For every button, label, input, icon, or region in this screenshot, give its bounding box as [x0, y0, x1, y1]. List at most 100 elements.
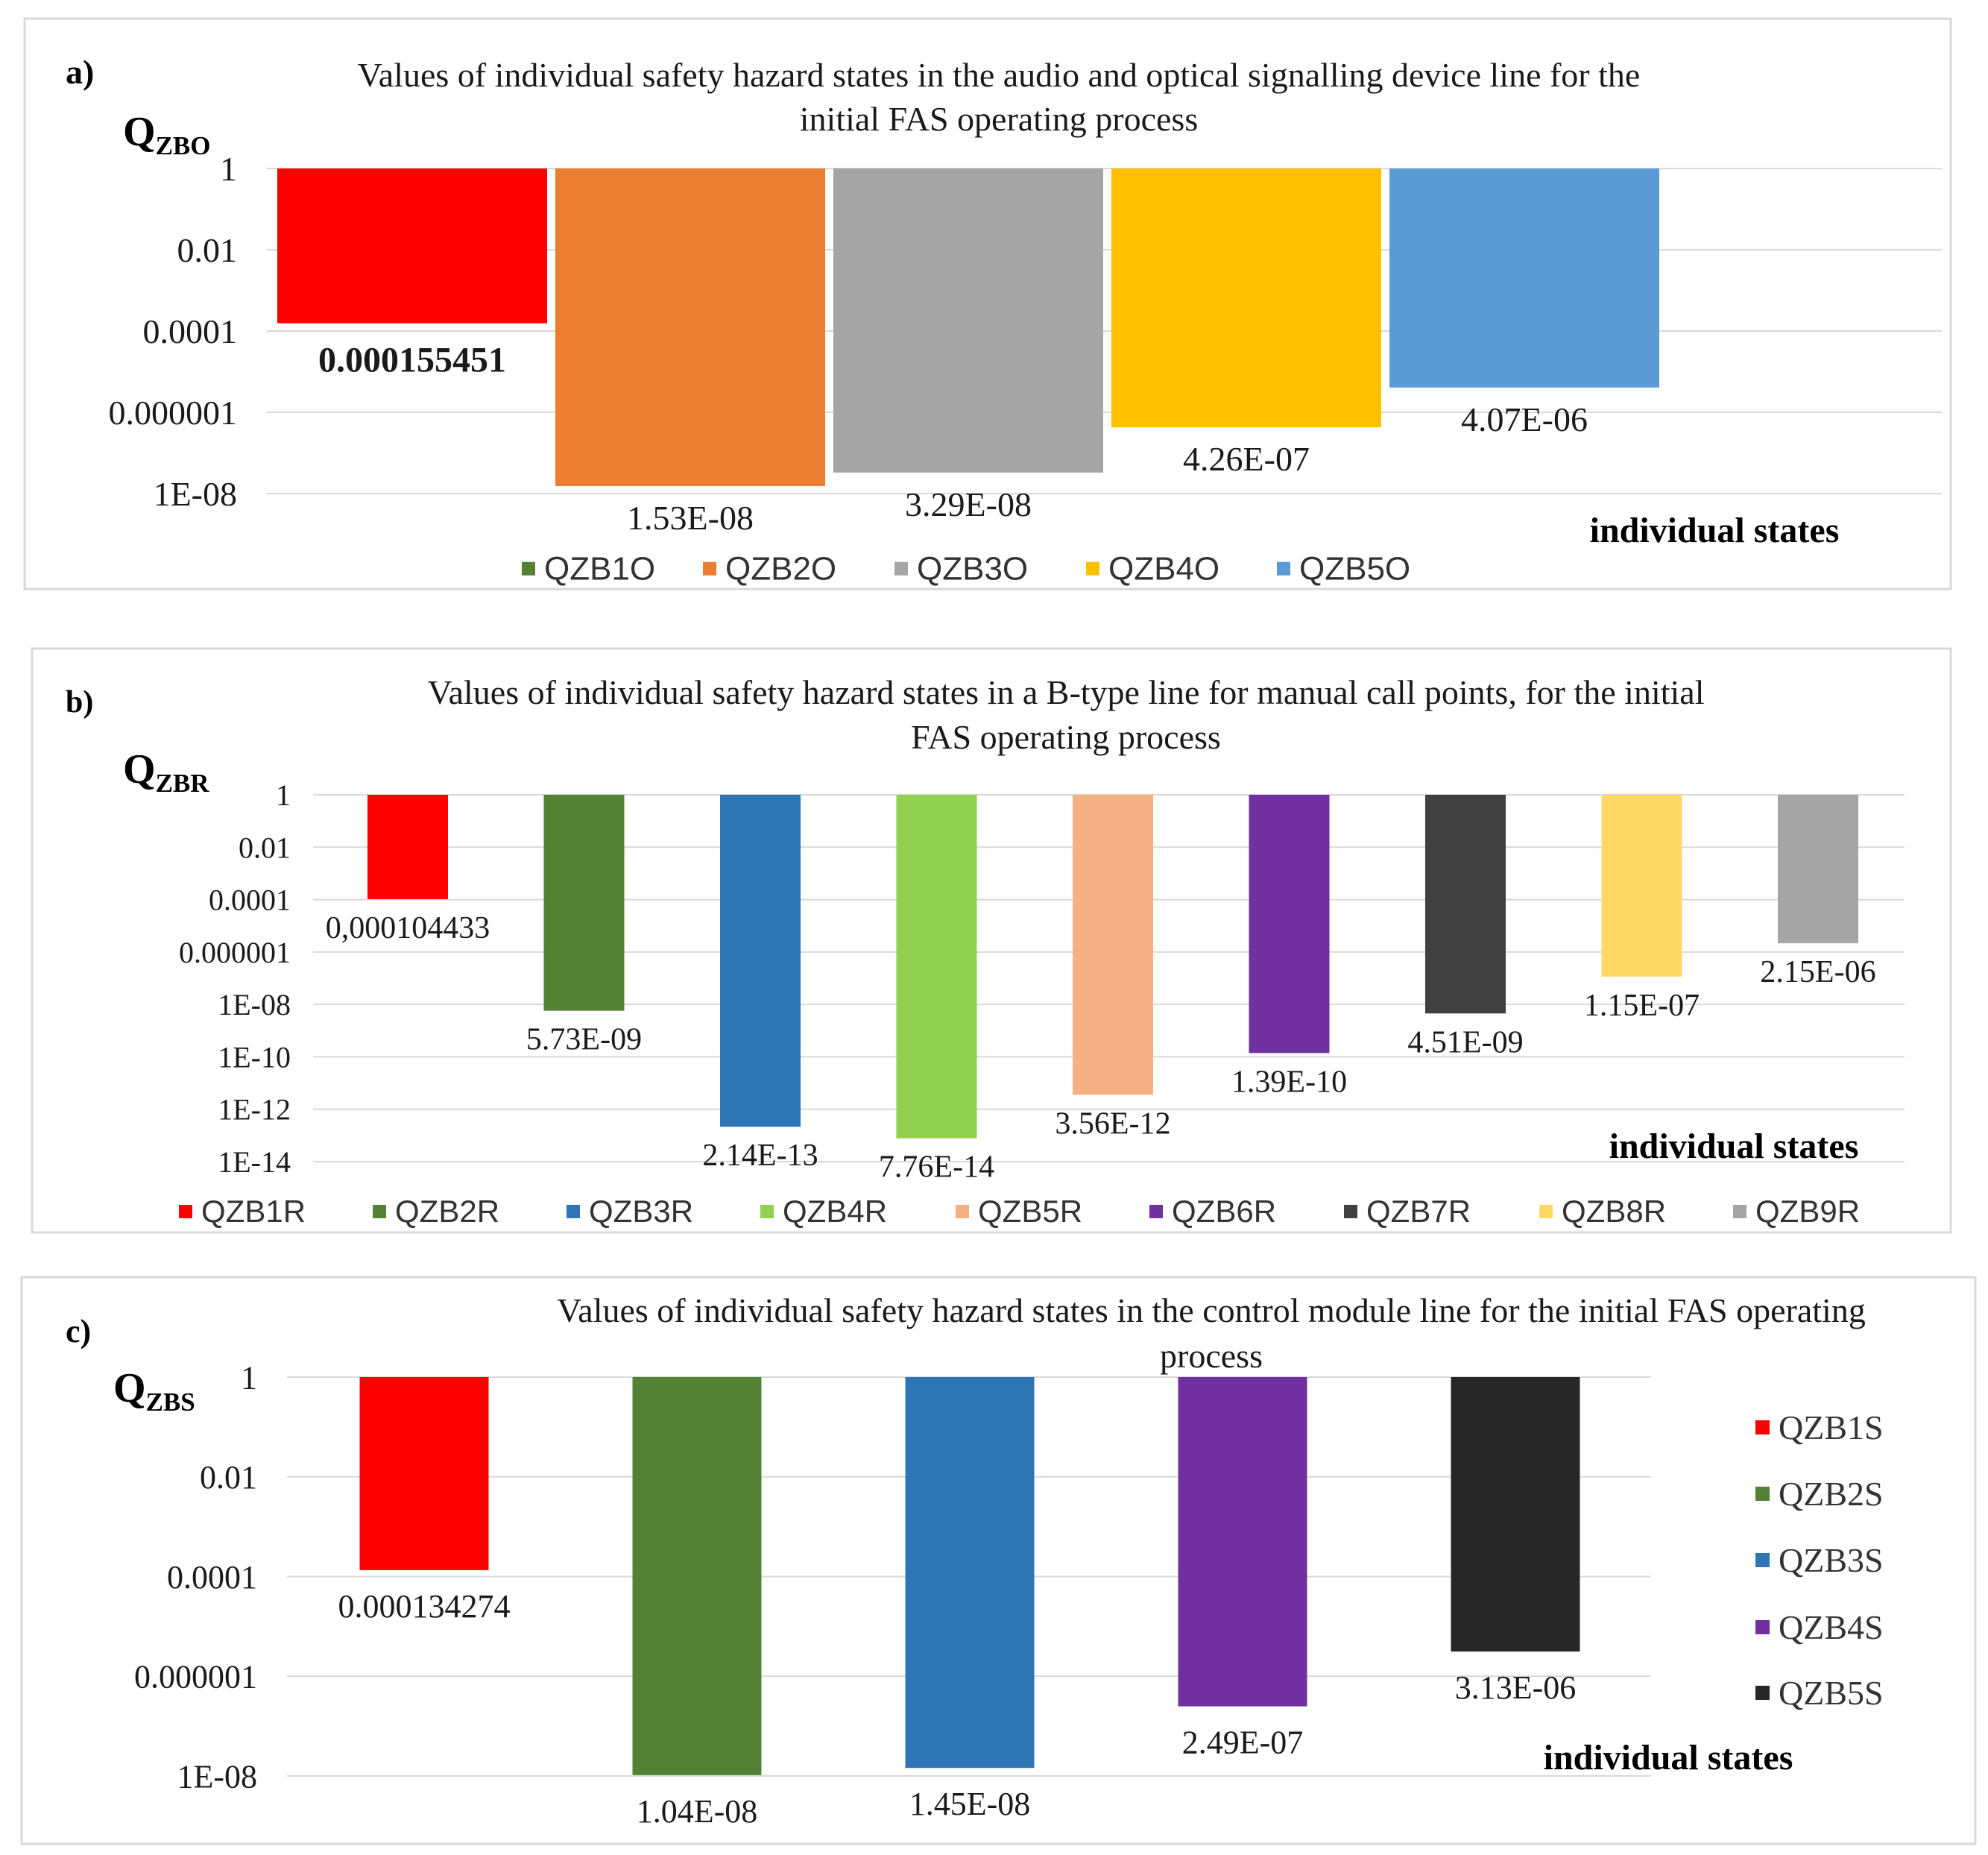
legend-label-qzb4o: QZB4O	[1108, 551, 1219, 588]
x-axis-label: individual states	[1609, 1127, 1859, 1166]
chart-title-line: Values of individual safety hazard state…	[427, 673, 1704, 711]
data-label-qzb3o: 3.29E-08	[905, 485, 1032, 523]
panel-label: b)	[66, 685, 93, 719]
legend-swatch-qzb2o	[703, 561, 716, 576]
panel-label: a)	[66, 53, 94, 91]
legend-swatch-qzb3o	[894, 561, 908, 576]
legend-swatch-qzb5s	[1755, 1685, 1770, 1700]
legend-label-qzb8r: QZB8R	[1562, 1194, 1666, 1229]
data-label-qzb2s: 1.04E-08	[637, 1793, 758, 1830]
y-axis-label: QZBR	[123, 746, 209, 798]
y-tick-label: 0.01	[177, 231, 238, 269]
legend-label-qzb5o: QZB5O	[1299, 551, 1410, 588]
chart-title-line: process	[1160, 1337, 1263, 1375]
y-tick-label: 1E-08	[177, 1758, 257, 1795]
y-tick-label: 0.000001	[109, 394, 238, 432]
bar-qzb5r	[1073, 795, 1153, 1095]
bar-qzb7r	[1425, 795, 1506, 1014]
legend-swatch-qzb1s	[1755, 1420, 1770, 1434]
data-label-qzb4s: 2.49E-07	[1182, 1725, 1304, 1761]
y-tick-label: 0.0001	[167, 1559, 257, 1596]
y-tick-label: 1E-08	[218, 988, 291, 1021]
y-tick-label: 1E-08	[154, 475, 237, 513]
y-tick-label: 1	[276, 778, 291, 812]
bar-qzb6r	[1249, 795, 1330, 1054]
y-axis-label-sub: ZBO	[156, 131, 211, 160]
legend-swatch-qzb2r	[373, 1204, 386, 1218]
chart-title-line: initial FAS operating process	[800, 100, 1198, 138]
data-label-qzb9r: 2.15E-06	[1760, 955, 1875, 989]
legend-label-qzb5s: QZB5S	[1779, 1674, 1884, 1712]
chart-title-line: Values of individual safety hazard state…	[358, 56, 1641, 94]
legend-swatch-qzb1o	[522, 561, 535, 576]
legend: QZB1R QZB2R QZB3R QZB4R QZB5R QZB6R QZB7R QZB8R…	[179, 1194, 1860, 1229]
y-axis-label-main: Q	[123, 746, 156, 793]
data-label-qzb3s: 1.45E-08	[909, 1786, 1031, 1822]
y-tick-label: 0.000001	[179, 936, 291, 969]
data-label-qzb1o: 0.000155451	[318, 341, 506, 380]
data-label-qzb4o: 4.26E-07	[1183, 440, 1310, 478]
bar-qzb4s	[1178, 1377, 1307, 1707]
x-axis-label: individual states	[1590, 511, 1840, 550]
data-label-qzb4r: 7.76E-14	[879, 1150, 994, 1185]
legend-label-qzb1s: QZB1S	[1779, 1408, 1884, 1446]
chart-title-line: FAS operating process	[911, 718, 1221, 756]
legend-label-qzb1r: QZB1R	[201, 1194, 306, 1229]
legend-swatch-qzb9r	[1733, 1204, 1746, 1218]
y-axis-label-sub: ZBR	[156, 769, 210, 798]
legend-swatch-qzb4r	[760, 1204, 774, 1218]
bar-qzb3r	[720, 795, 801, 1127]
legend-swatch-qzb6r	[1149, 1204, 1163, 1218]
legend: QZB1S QZB2S QZB3S QZB4S QZB5S	[1755, 1408, 1884, 1712]
y-tick-label: 0.01	[239, 831, 291, 864]
legend-swatch-qzb4s	[1755, 1619, 1770, 1634]
data-label-qzb2r: 5.73E-09	[526, 1023, 642, 1057]
data-label-qzb2o: 1.53E-08	[627, 499, 754, 537]
bar-qzb3o	[833, 169, 1103, 473]
y-axis-label: QZBO	[123, 109, 210, 160]
data-label-qzb5r: 3.56E-12	[1055, 1106, 1170, 1141]
y-tick-label: 1E-12	[218, 1093, 291, 1127]
chart-panel-c: c) Values of individual safety hazard sta…	[20, 1276, 1977, 1845]
bar-qzb3s	[905, 1377, 1035, 1769]
bar-qzb4r	[896, 795, 977, 1138]
y-tick-label: 1	[220, 150, 237, 188]
legend-swatch-qzb3s	[1755, 1552, 1770, 1567]
bar-qzb2s	[632, 1377, 762, 1775]
y-tick-label: 1E-14	[218, 1145, 291, 1179]
legend-label-qzb9r: QZB9R	[1755, 1194, 1860, 1229]
y-axis-label: QZBS	[113, 1365, 195, 1417]
bar-qzb9r	[1778, 795, 1858, 944]
legend-label-qzb2o: QZB2O	[725, 551, 836, 588]
legend-swatch-qzb4o	[1086, 561, 1099, 576]
legend-label-qzb3s: QZB3S	[1779, 1541, 1884, 1579]
data-label-qzb8r: 1.15E-07	[1584, 989, 1700, 1023]
legend-label-qzb4r: QZB4R	[783, 1194, 887, 1229]
legend-swatch-qzb2s	[1755, 1486, 1770, 1501]
legend-label-qzb2r: QZB2R	[395, 1194, 499, 1229]
y-tick-label: 0.01	[200, 1459, 257, 1496]
bar-qzb4o	[1111, 169, 1381, 428]
bar-qzb1s	[359, 1377, 489, 1570]
legend-label-qzb2s: QZB2S	[1779, 1475, 1884, 1513]
y-tick-label: 0.000001	[134, 1659, 257, 1695]
legend: QZB1O QZB2O QZB3O QZB4O QZB5O	[522, 551, 1410, 588]
y-axis-label-main: Q	[113, 1365, 146, 1411]
y-tick-label: 0.0001	[209, 884, 291, 917]
bar-qzb2o	[555, 169, 825, 486]
data-label-qzb1s: 0.000134274	[338, 1588, 511, 1625]
chart-panel-b: b) Values of individual safety hazard sta…	[31, 647, 1952, 1234]
legend-label-qzb5r: QZB5R	[978, 1194, 1082, 1229]
legend-swatch-qzb1r	[179, 1204, 192, 1218]
legend-label-qzb7r: QZB7R	[1366, 1194, 1471, 1229]
data-label-qzb7r: 4.51E-09	[1407, 1025, 1523, 1059]
legend-swatch-qzb3r	[567, 1204, 580, 1218]
legend-label-qzb3r: QZB3R	[589, 1194, 693, 1229]
data-label-qzb6r: 1.39E-10	[1231, 1065, 1347, 1099]
data-label-qzb5s: 3.13E-06	[1455, 1669, 1577, 1706]
legend-swatch-qzb7r	[1344, 1204, 1357, 1218]
y-tick-label: 1E-10	[218, 1040, 291, 1074]
legend-label-qzb1o: QZB1O	[544, 551, 655, 588]
legend-swatch-qzb5r	[956, 1204, 969, 1218]
bar-qzb1r	[367, 795, 448, 899]
